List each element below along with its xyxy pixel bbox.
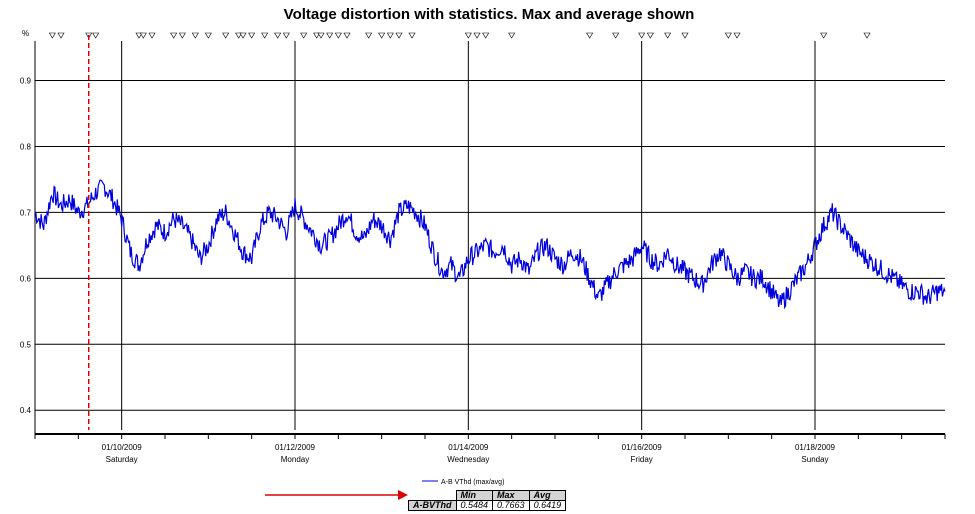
event-triangle — [248, 32, 256, 39]
event-triangle — [863, 32, 871, 39]
event-triangle — [343, 32, 351, 39]
event-triangle — [638, 32, 646, 39]
legend-label: A-B VThd (max/avg) — [441, 479, 504, 486]
event-markers — [48, 32, 871, 39]
event-triangle — [178, 32, 186, 39]
event-triangle — [235, 32, 243, 39]
event-triangle — [386, 32, 394, 39]
x-tick-weekday: Monday — [281, 455, 309, 464]
event-triangle — [282, 32, 290, 39]
y-tick-label: 0.6 — [20, 274, 32, 283]
series-line-a-b-vthd — [34, 179, 946, 310]
plot-area — [35, 41, 945, 430]
y-unit-label: % — [22, 29, 29, 38]
event-triangle — [724, 32, 732, 39]
stats-corner — [408, 490, 457, 501]
event-triangle — [261, 32, 269, 39]
legend: A-B VThd (max/avg) — [422, 479, 504, 486]
event-triangle — [326, 32, 334, 39]
x-tick-date: 01/10/2009 — [102, 443, 143, 452]
x-tick-weekday: Saturday — [106, 455, 138, 464]
stats-header-max: Max — [492, 490, 530, 501]
event-triangle — [239, 32, 247, 39]
stats-row-label: A-BVThd — [408, 500, 457, 511]
event-triangle — [473, 32, 481, 39]
stats-value-min: 0.5484 — [455, 500, 494, 511]
x-tick-date: 01/18/2009 — [795, 443, 836, 452]
stats-header-min: Min — [455, 490, 494, 501]
event-triangle — [274, 32, 282, 39]
event-triangle — [313, 32, 321, 39]
arrow-head — [398, 490, 408, 500]
event-triangle — [48, 32, 56, 39]
y-tick-label: 0.5 — [20, 340, 32, 349]
event-triangle — [733, 32, 741, 39]
event-triangle — [300, 32, 308, 39]
x-tick-date: 01/12/2009 — [275, 443, 316, 452]
x-tick-weekday: Friday — [631, 455, 653, 464]
chart-title: Voltage distortion with statistics. Max … — [284, 6, 695, 23]
event-triangle — [222, 32, 230, 39]
stats-value-avg: 0.6419 — [528, 500, 567, 511]
event-triangle — [586, 32, 594, 39]
event-triangle — [170, 32, 178, 39]
y-tick-label: 0.9 — [20, 77, 32, 86]
y-axis: 0.4 0.5 0.6 0.7 0.8 0.9 — [20, 41, 36, 434]
event-triangle — [378, 32, 386, 39]
x-axis: 01/10/2009 Saturday 01/12/2009 Monday 01/14/… — [34, 433, 946, 464]
event-triangle — [482, 32, 490, 39]
event-triangle — [612, 32, 620, 39]
event-triangle — [135, 32, 143, 39]
y-tick-label: 0.8 — [20, 142, 32, 151]
event-triangle — [191, 32, 199, 39]
x-tick-weekday: Sunday — [801, 455, 828, 464]
event-triangle — [57, 32, 65, 39]
event-triangle — [464, 32, 472, 39]
event-triangle — [365, 32, 373, 39]
stats-header-avg: Avg — [528, 490, 567, 501]
event-triangle — [317, 32, 325, 39]
event-triangle — [139, 32, 147, 39]
y-tick-label: 0.7 — [20, 208, 32, 217]
event-triangle — [664, 32, 672, 39]
y-tick-label: 0.4 — [20, 406, 32, 415]
x-tick-weekday: Wednesday — [447, 455, 489, 464]
x-tick-date: 01/16/2009 — [622, 443, 663, 452]
stats-header-row: Min Max Avg — [408, 490, 567, 501]
stats-value-row: A-BVThd 0.5484 0.7663 0.6419 — [408, 500, 567, 511]
event-triangle — [334, 32, 342, 39]
grid-lines — [35, 41, 945, 430]
event-triangle — [148, 32, 156, 39]
stats-value-max: 0.7663 — [492, 500, 530, 511]
event-triangle — [204, 32, 212, 39]
event-triangle — [646, 32, 654, 39]
statistics-table: Min Max Avg A-BVThd 0.5484 0.7663 0.6419 — [408, 490, 567, 511]
event-triangle — [508, 32, 516, 39]
event-triangle — [820, 32, 828, 39]
event-triangle — [92, 32, 100, 39]
x-tick-date: 01/14/2009 — [448, 443, 489, 452]
event-triangle — [408, 32, 416, 39]
event-triangle — [681, 32, 689, 39]
event-triangle — [395, 32, 403, 39]
